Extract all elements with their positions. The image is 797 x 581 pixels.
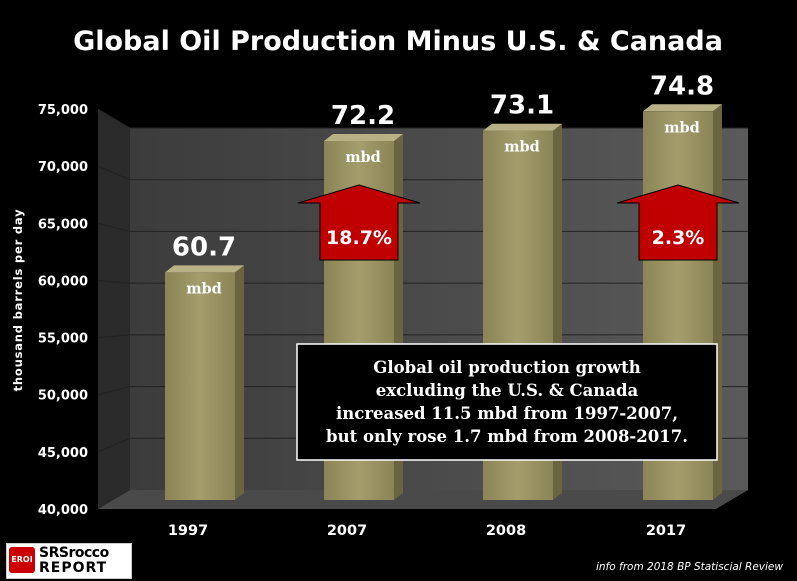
growth-arrow: [297, 184, 421, 261]
note-line: but only rose 1.7 mbd from 2008-2017.: [326, 427, 688, 446]
y-tick-label: 40,000: [38, 503, 88, 518]
data-label: 72.2: [331, 101, 395, 131]
bar: [165, 272, 235, 500]
unit-label: mbd: [345, 149, 381, 166]
data-label: 73.1: [490, 91, 554, 121]
bar-top: [324, 134, 403, 141]
logo-line2: REPORT: [39, 560, 108, 576]
y-tick-label: 60,000: [38, 274, 88, 289]
note-line: increased 11.5 mbd from 1997-2007,: [336, 404, 678, 423]
y-tick-label: 55,000: [38, 332, 88, 347]
eroi-badge: EROI: [9, 547, 35, 573]
bar-top: [643, 104, 722, 112]
srsrocco-logo: EROI SRSrocco REPORT: [6, 543, 132, 579]
note-box: Global oil production growth excluding t…: [296, 343, 718, 461]
y-tick-label: 45,000: [38, 446, 88, 461]
growth-label: 2.3%: [652, 227, 705, 249]
grid-line-side: [97, 165, 131, 181]
growth-arrow: [616, 184, 740, 261]
bar-side: [235, 265, 244, 500]
growth-label: 18.7%: [326, 227, 392, 249]
grid-line-side: [97, 108, 131, 129]
grid-line-side: [97, 386, 131, 396]
x-tick-label: 2017: [646, 523, 686, 539]
y-tick-label: 70,000: [38, 160, 88, 175]
chart-title: Global Oil Production Minus U.S. & Canad…: [73, 26, 723, 57]
x-tick-label: 2008: [486, 523, 526, 539]
bar-top: [483, 123, 562, 131]
bar-top: [165, 265, 244, 273]
x-tick-label: 2007: [327, 523, 367, 539]
note-line: excluding the U.S. & Canada: [376, 381, 639, 400]
plot-floor: [98, 490, 748, 509]
grid-line-side: [97, 437, 131, 453]
grid-line-side: [97, 334, 131, 339]
y-tick-label: 75,000: [38, 103, 88, 118]
unit-label: mbd: [186, 280, 222, 297]
y-axis-title: thousand barrels per day: [11, 209, 25, 392]
y-tick-label: 50,000: [38, 389, 88, 404]
data-label: 74.8: [650, 71, 714, 101]
logo-line1: SRSrocco: [39, 545, 109, 561]
grid-line-side: [97, 279, 131, 284]
x-tick-label: 1997: [168, 523, 208, 539]
note-line: Global oil production growth: [373, 358, 640, 377]
unit-label: mbd: [504, 139, 540, 156]
unit-label: mbd: [664, 119, 700, 136]
y-tick-label: 65,000: [38, 217, 88, 232]
data-label: 60.7: [172, 232, 236, 262]
source-note: info from 2018 BP Statiscial Review: [595, 561, 783, 573]
plot-side-wall: [98, 109, 130, 509]
grid-line-side: [97, 222, 131, 232]
